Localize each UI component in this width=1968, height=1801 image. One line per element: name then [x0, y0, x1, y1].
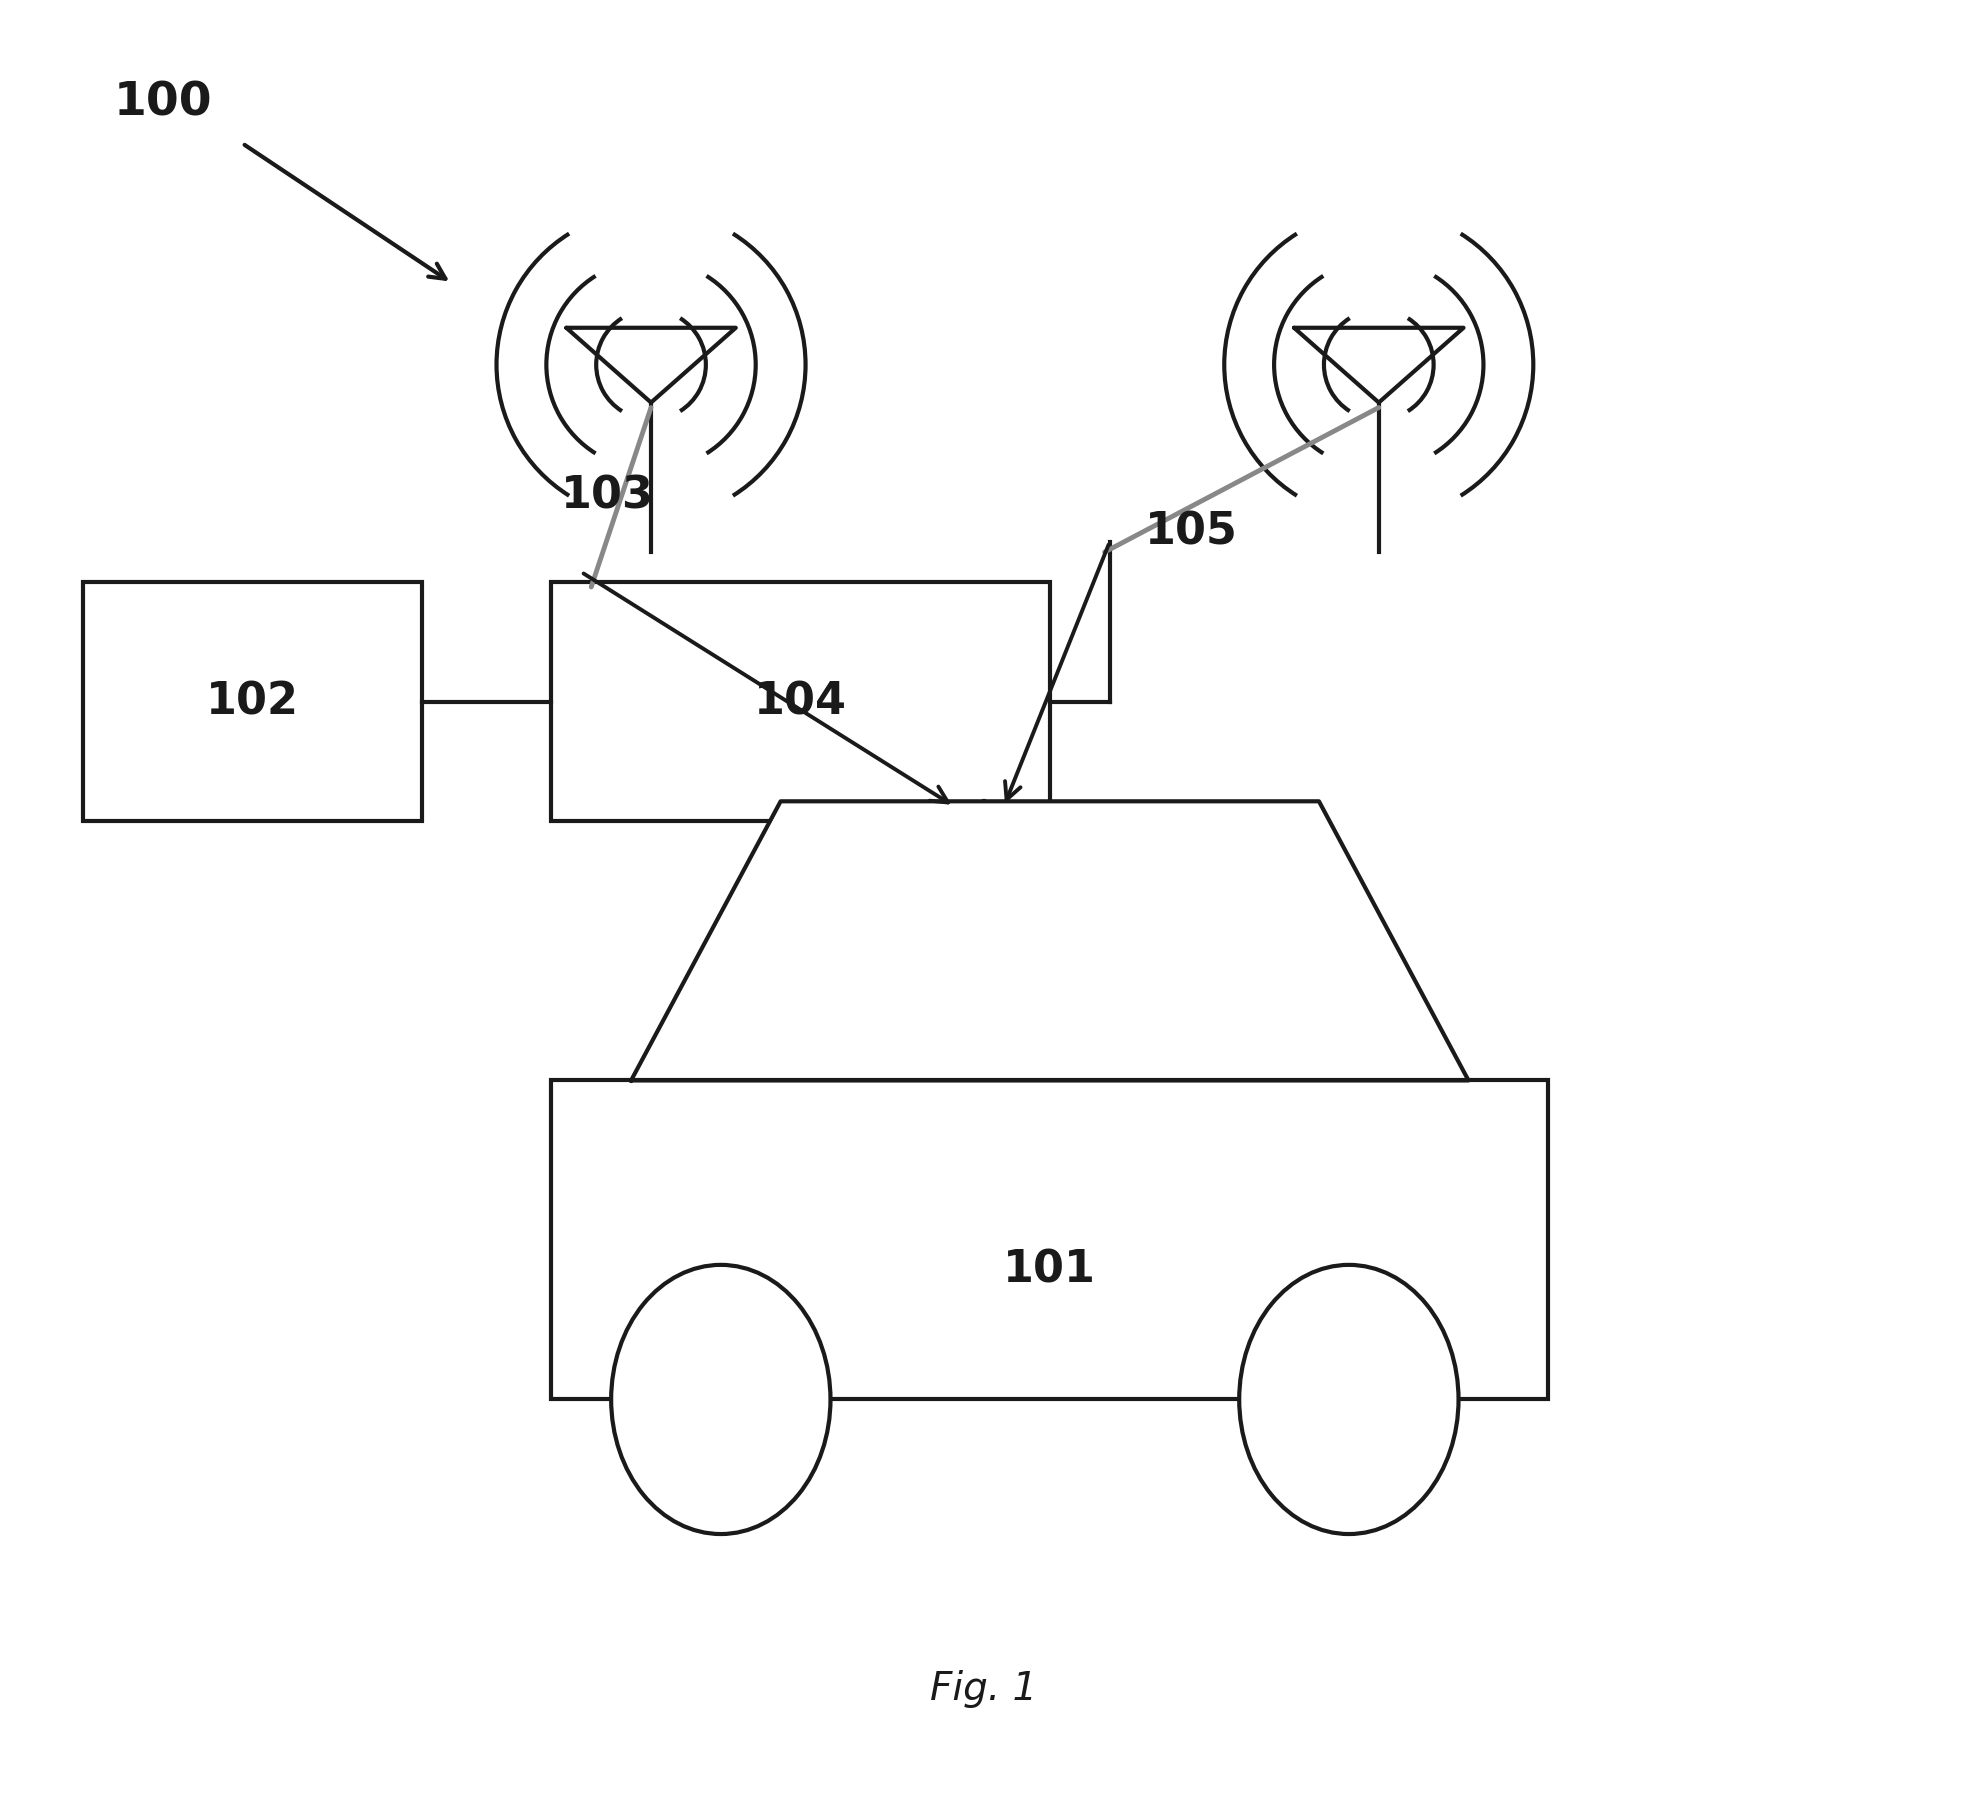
Text: 102: 102: [207, 681, 299, 724]
Bar: [83, 582, 421, 821]
Bar: [551, 1081, 1549, 1399]
Text: 101: 101: [1004, 1248, 1096, 1291]
Text: 105: 105: [1145, 511, 1238, 553]
Text: Fig. 1: Fig. 1: [931, 1670, 1037, 1707]
Polygon shape: [632, 801, 1468, 1081]
Text: 100: 100: [114, 81, 213, 126]
Ellipse shape: [1240, 1264, 1458, 1534]
Text: 104: 104: [754, 681, 846, 724]
Bar: [551, 582, 1049, 821]
Text: 103: 103: [561, 474, 653, 517]
Ellipse shape: [612, 1264, 830, 1534]
